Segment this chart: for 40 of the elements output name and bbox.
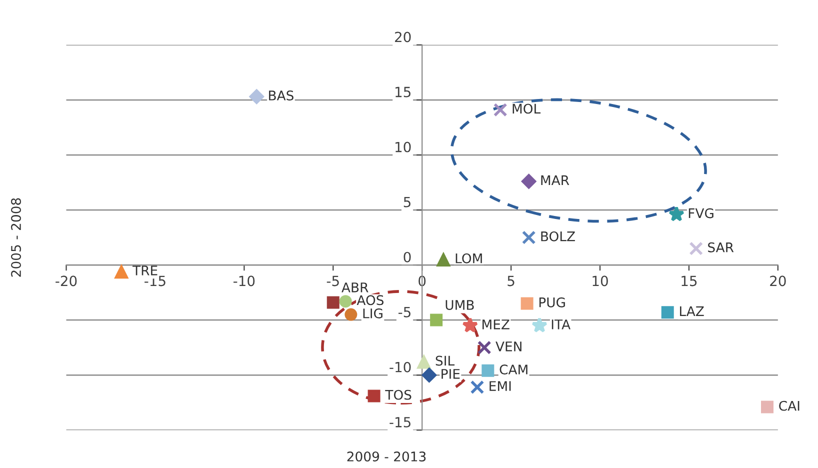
x-tick-label: -10 bbox=[234, 276, 255, 286]
y-tick-label: 20 bbox=[395, 32, 411, 42]
series-label: CAM bbox=[500, 364, 528, 374]
series-label: AOS bbox=[356, 295, 384, 306]
x-tick-label: 15 bbox=[682, 276, 697, 286]
y-tick-label: 5 bbox=[404, 196, 410, 208]
series-label: TRE bbox=[132, 266, 158, 276]
series-label: MEZ bbox=[482, 320, 510, 330]
series-label: FVG bbox=[688, 208, 714, 218]
series-label: BOLZ bbox=[541, 231, 575, 242]
y-tick-label: 10 bbox=[396, 142, 411, 152]
series-label: SAR bbox=[708, 242, 734, 252]
series-label: MOL bbox=[512, 104, 541, 114]
series-label: UMB bbox=[446, 300, 474, 310]
series-label: CAI bbox=[779, 400, 800, 411]
x-tick-label: 20 bbox=[770, 276, 786, 286]
series-label: PUG bbox=[539, 297, 565, 308]
y-tick-label: -5 bbox=[398, 307, 410, 318]
x-tick-label: -20 bbox=[56, 276, 77, 286]
y-tick-label: -15 bbox=[390, 417, 410, 428]
series-label: ABR bbox=[342, 282, 368, 292]
x-tick-label: 5 bbox=[508, 276, 514, 286]
series-label: LIG bbox=[363, 308, 382, 318]
series-label: LOM bbox=[456, 253, 482, 264]
series-label: SIL bbox=[436, 356, 455, 366]
series-label: BAS bbox=[269, 90, 294, 100]
y-tick-label: 15 bbox=[396, 86, 410, 98]
x-axis-title: 2009 - 2013 bbox=[347, 452, 426, 462]
y-axis-title: 2005 - 2008 bbox=[11, 198, 21, 277]
y-tick-label: 0 bbox=[404, 252, 411, 262]
series-label: ITA bbox=[552, 320, 570, 330]
series-label: TOS bbox=[385, 390, 412, 400]
series-label: VEN bbox=[496, 342, 522, 352]
series-label: MAR bbox=[541, 175, 570, 186]
y-tick-label: -10 bbox=[390, 362, 411, 372]
series-label: LAZ bbox=[680, 306, 704, 316]
x-tick-label: 10 bbox=[592, 276, 608, 286]
series-label: PIE bbox=[442, 369, 460, 379]
series-label: EMI bbox=[490, 381, 511, 391]
x-tick-label: -5 bbox=[326, 276, 339, 286]
